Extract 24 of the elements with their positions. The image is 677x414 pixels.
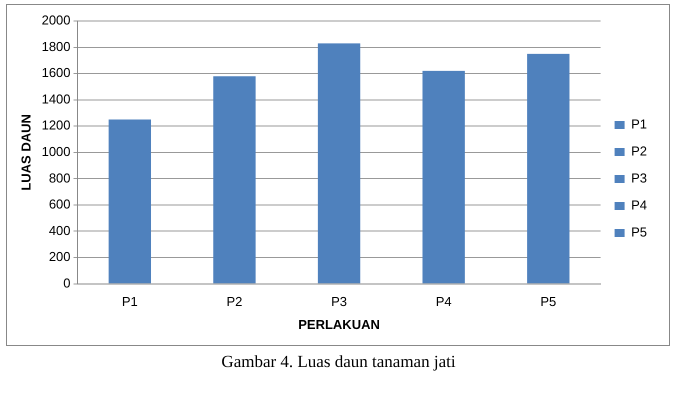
y-tick-label: 400 xyxy=(48,222,71,238)
y-tick-label: 800 xyxy=(48,170,71,186)
legend-label: P1 xyxy=(631,116,648,132)
y-tick-label: 1000 xyxy=(42,144,71,159)
y-tick-label: 0 xyxy=(63,275,71,290)
y-tick-label: 1800 xyxy=(42,38,71,54)
legend-label: P2 xyxy=(631,144,648,159)
y-axis-title: LUAS DAUN xyxy=(18,114,34,191)
y-tick-label: 1400 xyxy=(42,91,71,106)
legend-label: P5 xyxy=(631,224,648,240)
y-tick-label: 1600 xyxy=(42,65,71,80)
y-tick-label: 1200 xyxy=(42,118,71,133)
y-tick-label: 600 xyxy=(48,196,71,212)
x-axis-title: PERLAKUAN xyxy=(298,316,380,332)
x-tick-label: P2 xyxy=(226,294,242,310)
x-tick-label: P3 xyxy=(331,294,348,310)
y-tick-label: 200 xyxy=(48,249,71,264)
legend-label: P3 xyxy=(631,170,648,186)
y-tick-label: 2000 xyxy=(42,12,71,28)
x-tick-label: P4 xyxy=(436,294,452,310)
legend-label: P4 xyxy=(631,198,648,213)
text: Gambar 4. Luas daun tanaman jati xyxy=(220,352,457,372)
x-tick-label: P1 xyxy=(122,294,138,310)
x-tick-label: P5 xyxy=(540,294,556,310)
